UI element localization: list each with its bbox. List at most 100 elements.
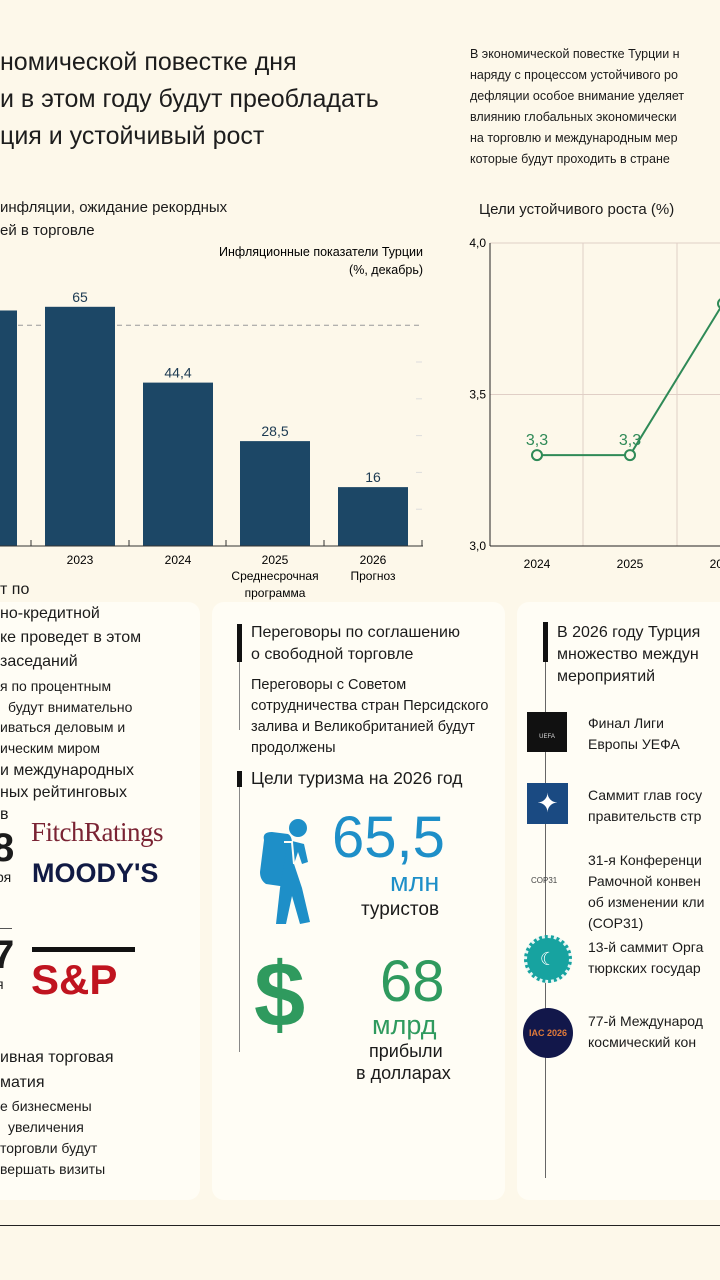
footer-rule [0, 1225, 720, 1226]
title-line: множество междун [557, 646, 699, 663]
heading-line: ивная торговая [0, 1049, 114, 1066]
revenue-label: прибыли в долларах [356, 1040, 451, 1084]
dollar-icon: $ [254, 944, 306, 1046]
hiker-icon [260, 819, 310, 924]
bar-value-label: 65 [72, 289, 88, 305]
date-number: 7 [0, 933, 15, 977]
intro-text: В экономической повестке Турции н наряду… [470, 44, 684, 170]
tourists-unit: млн [390, 867, 440, 897]
date-1: 8 ря [0, 828, 14, 886]
event-item: 31-я Конференци Рамочной конвен об измен… [588, 850, 704, 934]
text-line: сотрудничества стран Персидского [251, 698, 489, 714]
chart-subtitle: (%, декабрь) [349, 263, 423, 277]
heading-line: т по [0, 581, 30, 598]
turkic-states-logo-icon: ☾ [524, 935, 572, 983]
x-tick-note: Прогноз [350, 569, 396, 583]
inflation-section-title: инфляции, ожидание рекордных ей в торгов… [0, 196, 227, 242]
fta-marker [237, 624, 242, 662]
data-label: 3,3 [526, 432, 548, 449]
data-label: 3,3 [619, 432, 641, 449]
text-line: ных рейтинговых [0, 784, 127, 801]
headline-line: ция и устойчивый рост [0, 122, 265, 150]
tourism-line [239, 787, 240, 1052]
divider [0, 928, 12, 929]
label-line: прибыли [369, 1041, 443, 1061]
event-item: Финал Лиги Европы УЕФА [588, 713, 680, 755]
y-tick-label: 3,5 [469, 388, 486, 402]
x-tick-label: 2023 [67, 553, 94, 567]
middle-panel [212, 602, 505, 1200]
tourism-title: Цели туризма на 2026 год [251, 768, 463, 788]
event-line: Финал Лиги [588, 715, 664, 731]
sp-logo: S&P [31, 956, 118, 1003]
event-line: 31-я Конференци [588, 852, 702, 868]
event-line: правительств стр [588, 808, 702, 824]
date-month: ря [0, 869, 12, 885]
iac-2026-logo-icon: IAC 2026 [523, 1008, 573, 1058]
x-tick-label: 2025 [617, 557, 644, 571]
text-line: в [0, 806, 9, 823]
text-line: залива и Великобританией будут [251, 719, 475, 735]
text-line: Переговоры с Советом [251, 677, 407, 693]
intro-line: на торговлю и международным мер [470, 131, 678, 145]
date-month: я [0, 975, 14, 993]
ratings-text: и международных ных рейтинговых в [0, 760, 134, 826]
event-item: 13-й саммит Орга тюркских государ [588, 937, 703, 979]
text-line: продолжены [251, 740, 336, 756]
y-tick-label: 4,0 [469, 236, 486, 250]
bar [45, 306, 115, 546]
text-line: иваться деловым и [0, 719, 126, 735]
text-line: увеличения [8, 1119, 84, 1135]
bar-value-label: 44,4 [164, 365, 191, 381]
event-line: космический кон [588, 1034, 697, 1050]
text-line: вершать визиты [0, 1161, 106, 1177]
inflation-bar-chart: Инфляционные показатели Турции (%, декабр… [0, 245, 423, 600]
title-line: о свободной торговле [251, 646, 414, 663]
heading-line: но-кредитной [0, 605, 100, 622]
intro-line: которые будут проходить в стране [470, 152, 670, 166]
events-marker [543, 622, 548, 662]
event-line: об изменении кли [588, 894, 705, 910]
europa-league-logo-icon: UEFA [527, 712, 567, 752]
event-line: Европы УЕФА [588, 736, 680, 752]
trade-diplomacy-text: е бизнесмены увеличения торговли будут в… [0, 1096, 105, 1180]
text-line: и международных [0, 762, 134, 779]
tourists-label: туристов [361, 899, 440, 920]
title-line: В 2026 году Турция [557, 624, 701, 641]
headline-line: номической повестке дня [0, 48, 297, 76]
growth-line-chart: 3,0 3,5 4,0 2024 2025 2026 3,3 3,3 [469, 236, 720, 571]
date-number: 8 [0, 826, 15, 870]
title-line: Переговоры по соглашению [251, 624, 460, 641]
label-line: в долларах [356, 1063, 451, 1083]
events-title: В 2026 году Турция множество междун меро… [557, 622, 700, 688]
event-item: Саммит глав госу правительств стр [588, 785, 702, 827]
intro-line: влиянию глобальных экономически [470, 110, 677, 124]
x-tick-note: программа [245, 586, 306, 600]
section-title-line: инфляции, ожидание рекордных [0, 199, 228, 216]
text-line: е бизнесмены [0, 1098, 92, 1114]
text-line: торговли будут [0, 1140, 98, 1156]
x-tick-label: 2026 [710, 557, 720, 571]
cop31-logo-icon: COP31 [531, 876, 558, 885]
headline: номической повестке дня и в этом году бу… [0, 44, 379, 155]
date-2: 7 я [0, 935, 14, 993]
event-line: Рамочной конвен [588, 873, 701, 889]
left-panel [0, 602, 200, 1200]
bar-value-label: 28,5 [261, 423, 288, 439]
events-timeline [545, 662, 546, 1178]
right-panel [517, 602, 720, 1200]
data-point [624, 449, 636, 462]
monetary-heading: т по но-кредитной ке проведет в этом зас… [0, 578, 141, 674]
section-title-line: ей в торговле [0, 222, 95, 239]
sp-divider [32, 947, 135, 952]
intro-line: наряду с процессом устойчивого ро [470, 68, 678, 82]
data-point [531, 449, 543, 462]
event-line: тюркских государ [588, 960, 701, 976]
nato-logo-icon: ✦ [527, 783, 568, 824]
intro-line: В экономической повестке Турции н [470, 47, 680, 61]
revenue-unit: млрд [372, 1010, 437, 1040]
heading-line: матия [0, 1074, 45, 1091]
text-line: будут внимательно [8, 698, 133, 715]
fta-title: Переговоры по соглашению о свободной тор… [251, 622, 460, 666]
fta-text: Переговоры с Советом сотрудничества стра… [251, 675, 488, 759]
